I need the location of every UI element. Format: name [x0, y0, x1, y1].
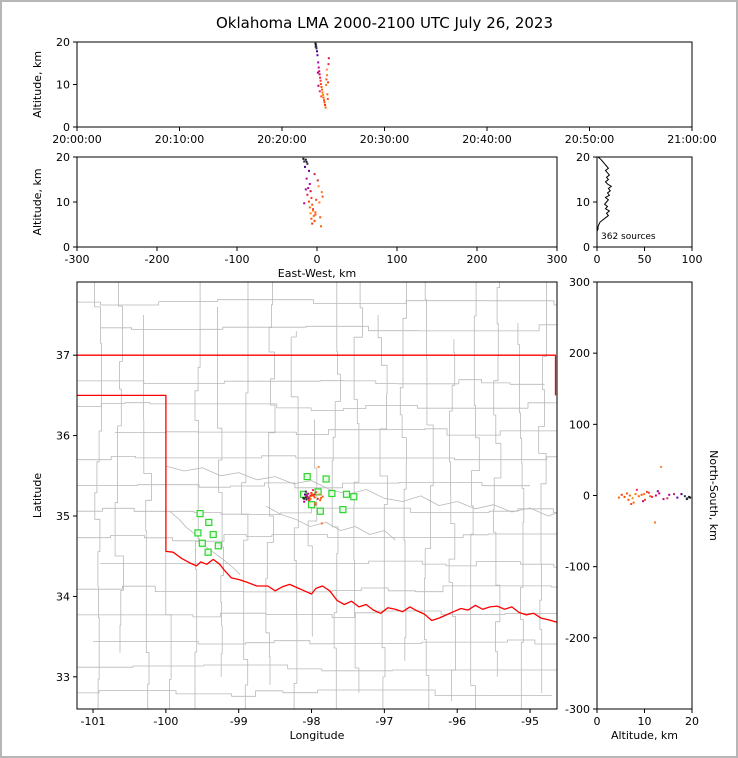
svg-text:0: 0	[63, 121, 70, 134]
svg-text:20:30:00: 20:30:00	[360, 133, 409, 146]
svg-text:-200: -200	[565, 632, 590, 645]
svg-text:300: 300	[569, 276, 590, 289]
figure-title: Oklahoma LMA 2000-2100 UTC July 26, 2023	[215, 14, 553, 32]
svg-text:20:20:00: 20:20:00	[257, 133, 306, 146]
svg-text:-98: -98	[303, 715, 321, 728]
svg-text:20:40:00: 20:40:00	[462, 133, 511, 146]
svg-text:-96: -96	[448, 715, 466, 728]
source_histogram-axes: 0 50 100 0 10 20	[576, 151, 703, 266]
svg-text:20:00:00: 20:00:00	[52, 133, 101, 146]
svg-text:37: 37	[56, 349, 70, 362]
svg-text:Longitude: Longitude	[290, 729, 345, 742]
svg-text:0: 0	[583, 241, 590, 254]
svg-text:36: 36	[56, 430, 70, 443]
svg-text:10: 10	[638, 715, 652, 728]
svg-text:10: 10	[576, 196, 590, 209]
svg-text:-97: -97	[375, 715, 393, 728]
northsouth_vs_altitude-axes: 0 10 20 -300 -200 -100 0 100 200 300 Altitude, km N…	[565, 276, 720, 742]
svg-text:10: 10	[56, 196, 70, 209]
svg-text:0: 0	[594, 715, 601, 728]
svg-text:-99: -99	[230, 715, 248, 728]
time-height-points	[314, 42, 330, 109]
svg-text:35: 35	[56, 510, 70, 523]
svg-text:0: 0	[63, 241, 70, 254]
svg-text:20: 20	[576, 151, 590, 164]
svg-text:21:00:00: 21:00:00	[667, 133, 716, 146]
svg-text:100: 100	[387, 253, 408, 266]
svg-text:20:10:00: 20:10:00	[155, 133, 204, 146]
svg-text:20:50:00: 20:50:00	[565, 133, 614, 146]
svg-text:0: 0	[314, 253, 321, 266]
svg-text:100: 100	[682, 253, 703, 266]
svg-text:0: 0	[594, 253, 601, 266]
svg-text:200: 200	[467, 253, 488, 266]
svg-text:20: 20	[56, 36, 70, 49]
svg-text:-100: -100	[153, 715, 178, 728]
plan_view_map-axes: -101 -100 -99 -98 -97 -96 -95 33 34 35 36 37 Longitu…	[31, 281, 558, 742]
svg-text:20: 20	[685, 715, 699, 728]
eastwest-height-points	[302, 157, 324, 228]
svg-text:Latitude: Latitude	[31, 473, 44, 519]
svg-text:-95: -95	[521, 715, 539, 728]
svg-text:-300: -300	[565, 703, 590, 716]
svg-text:North-South, km: North-South, km	[707, 450, 720, 541]
svg-text:300: 300	[547, 253, 568, 266]
northsouth-height-points	[617, 466, 692, 524]
svg-text:Altitude, km: Altitude, km	[31, 51, 44, 118]
svg-text:Altitude, km: Altitude, km	[611, 729, 678, 742]
svg-text:-200: -200	[145, 253, 170, 266]
altitude-histogram-line: 362 sources	[596, 156, 656, 247]
svg-text:-100: -100	[565, 561, 590, 574]
source-count-label: 362 sources	[601, 232, 656, 242]
svg-text:East-West, km: East-West, km	[278, 267, 356, 280]
svg-text:-101: -101	[81, 715, 106, 728]
svg-text:10: 10	[56, 79, 70, 92]
map-source-points	[302, 465, 324, 525]
svg-text:-300: -300	[65, 253, 90, 266]
svg-text:100: 100	[569, 418, 590, 431]
svg-text:20: 20	[56, 151, 70, 164]
altitude_vs_time-axes: 20:00:00 20:10:00 20:20:00 20:30:00 20:40:00…	[31, 36, 717, 146]
svg-text:50: 50	[638, 253, 652, 266]
svg-text:0: 0	[583, 490, 590, 503]
altitude_vs_eastwest-axes: -300 -200 -100 0 100 200 300 0 10 20 East-West, km…	[31, 151, 568, 280]
svg-text:33: 33	[56, 671, 70, 684]
svg-text:Altitude, km: Altitude, km	[31, 168, 44, 235]
svg-text:200: 200	[569, 347, 590, 360]
map-content	[77, 282, 557, 709]
svg-text:-100: -100	[225, 253, 250, 266]
svg-text:34: 34	[56, 590, 70, 603]
station-markers	[194, 473, 358, 556]
